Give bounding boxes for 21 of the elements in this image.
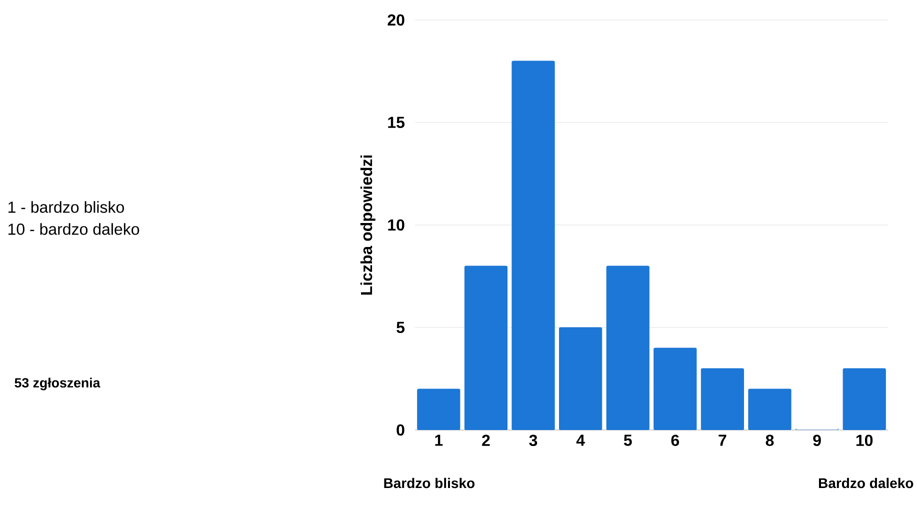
text: 10 - bardzo daleko [8,223,140,235]
x-tick-label: 6 [671,434,680,446]
x-tick-label: 5 [624,434,632,446]
x-tick-label: 2 [482,434,490,446]
x-tick-label: 4 [576,434,585,446]
x-tick-label: 7 [718,434,726,446]
y-tick-label: 15 [388,116,405,128]
x-tick-label: 1 [435,434,443,446]
text: 1 - bardzo blisko [8,201,124,213]
y-tick-label: 0 [396,424,404,436]
x-tick-label: 8 [766,434,774,446]
y-tick-label: 10 [388,219,404,231]
y-tick-label: 20 [388,14,404,26]
text: 53 zgłoszenia [14,378,100,390]
y-tick-label: 5 [396,322,405,334]
x-tick-label: 3 [529,434,538,446]
text: Bardzo blisko [384,478,475,488]
x-tick-label: 9 [813,434,821,446]
text: Bardzo daleko [818,478,914,488]
x-tick-label: 10 [856,434,873,446]
y-axis-title: Liczba odpowiedzi [360,155,376,295]
